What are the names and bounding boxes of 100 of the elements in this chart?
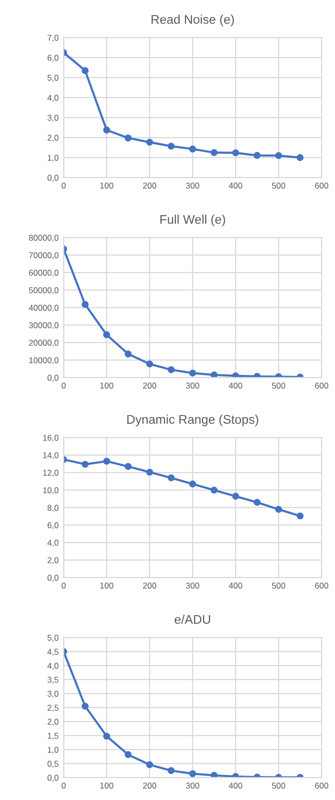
x-tick-label: 600: [315, 182, 328, 189]
point: [168, 474, 175, 482]
y-tick-label: 0,0: [48, 574, 58, 582]
x-tick-label: 0: [62, 582, 66, 589]
y-tick-label: 4,0: [47, 540, 58, 547]
x-tick-label: 0: [62, 382, 66, 389]
point: [210, 486, 218, 494]
y-tick-label: 5,0: [48, 634, 58, 642]
point: [124, 751, 132, 758]
point: [124, 134, 132, 142]
y-tick-label: 2,5: [48, 704, 58, 712]
x-tick-label: 500: [272, 382, 286, 389]
point: [189, 146, 196, 152]
y-tick-label: 1,5: [48, 732, 58, 740]
x-tick-label: 200: [143, 582, 156, 589]
point: [168, 767, 175, 774]
y-tick-label: 40000,0: [28, 304, 58, 312]
x-tick-label: 400: [228, 182, 242, 189]
y-tick-label: 4,0: [47, 94, 58, 102]
y-tick-label: 0,5: [48, 760, 58, 768]
point: [103, 126, 110, 134]
y-tick-label: 60000,0: [29, 270, 58, 277]
x-tick-label: 400: [228, 382, 242, 389]
x-tick-label: 200: [143, 182, 156, 189]
y-tick-label: 14,0: [43, 452, 58, 460]
y-tick-label: 2,0: [48, 557, 58, 564]
chart-title: Dynamic Range (Stops): [127, 414, 258, 426]
x-tick-label: 600: [315, 382, 328, 389]
x-tick-label: 100: [100, 182, 114, 189]
point: [296, 512, 304, 520]
point: [124, 350, 132, 358]
x-tick-label: 400: [228, 782, 242, 789]
y-tick-label: 10,0: [43, 487, 58, 494]
point: [232, 372, 240, 378]
x-tick-label: 0: [62, 782, 66, 789]
point: [232, 149, 240, 156]
x-tick-label: 500: [272, 582, 286, 589]
y-tick-label: 3,5: [48, 676, 58, 684]
point: [146, 468, 154, 476]
x-tick-label: 200: [143, 382, 156, 389]
y-tick-label: 5,0: [48, 74, 58, 82]
point: [82, 460, 89, 468]
y-tick-label: 16,0: [43, 434, 58, 442]
point: [189, 370, 196, 377]
y-tick-label: 2,0: [48, 134, 58, 142]
x-tick-label: 300: [186, 782, 200, 789]
point: [146, 138, 154, 146]
y-tick-label: 1,0: [48, 746, 58, 754]
y-tick-label: 30000,0: [28, 322, 58, 330]
x-tick-label: 600: [315, 582, 328, 589]
x-tick-label: 300: [186, 582, 200, 589]
x-tick-label: 500: [272, 182, 286, 189]
point: [146, 761, 154, 768]
point: [103, 331, 110, 338]
point: [124, 463, 132, 470]
x-tick-label: 500: [272, 782, 286, 789]
chart-title: Full Well (e): [160, 214, 226, 226]
y-tick-label: 70000,0: [29, 252, 58, 260]
chart-title: e/ADU: [174, 614, 210, 624]
point: [210, 372, 218, 378]
y-tick-label: 10000,0: [29, 357, 58, 364]
x-tick-label: 400: [228, 582, 242, 589]
y-tick-label: 80000,0: [29, 234, 58, 242]
point: [82, 300, 89, 308]
point: [296, 154, 304, 162]
point: [82, 67, 89, 74]
point: [254, 152, 261, 159]
point: [168, 142, 175, 150]
x-tick-label: 600: [315, 782, 328, 789]
chart-title: Read Noise (e): [152, 14, 234, 26]
y-tick-label: 6,0: [48, 54, 58, 62]
x-tick-label: 300: [186, 182, 200, 189]
point: [275, 506, 282, 513]
point: [103, 732, 110, 740]
point: [103, 458, 110, 465]
point: [189, 480, 196, 488]
point: [232, 492, 240, 500]
x-tick-label: 100: [100, 382, 114, 389]
x-tick-label: 100: [100, 582, 114, 589]
point: [210, 772, 218, 778]
y-tick-label: 20000,0: [29, 340, 58, 347]
x-tick-label: 200: [143, 782, 156, 789]
y-tick-label: 0,0: [48, 174, 58, 182]
point: [168, 366, 175, 374]
y-tick-label: 12,0: [43, 470, 58, 477]
point: [275, 152, 282, 160]
point: [210, 149, 218, 156]
y-tick-label: 3,0: [48, 690, 58, 698]
x-tick-label: 0: [62, 182, 66, 189]
point: [189, 770, 196, 778]
y-tick-label: 8,0: [48, 504, 58, 512]
x-tick-label: 300: [186, 382, 200, 389]
point: [254, 498, 261, 506]
point: [82, 702, 89, 710]
point: [146, 360, 154, 368]
y-tick-label: 4,0: [47, 662, 58, 670]
y-tick-label: 0,0: [48, 374, 58, 382]
y-tick-label: 6,0: [48, 522, 58, 530]
y-tick-label: 3,0: [48, 114, 58, 122]
y-tick-label: 1,0: [48, 154, 58, 162]
